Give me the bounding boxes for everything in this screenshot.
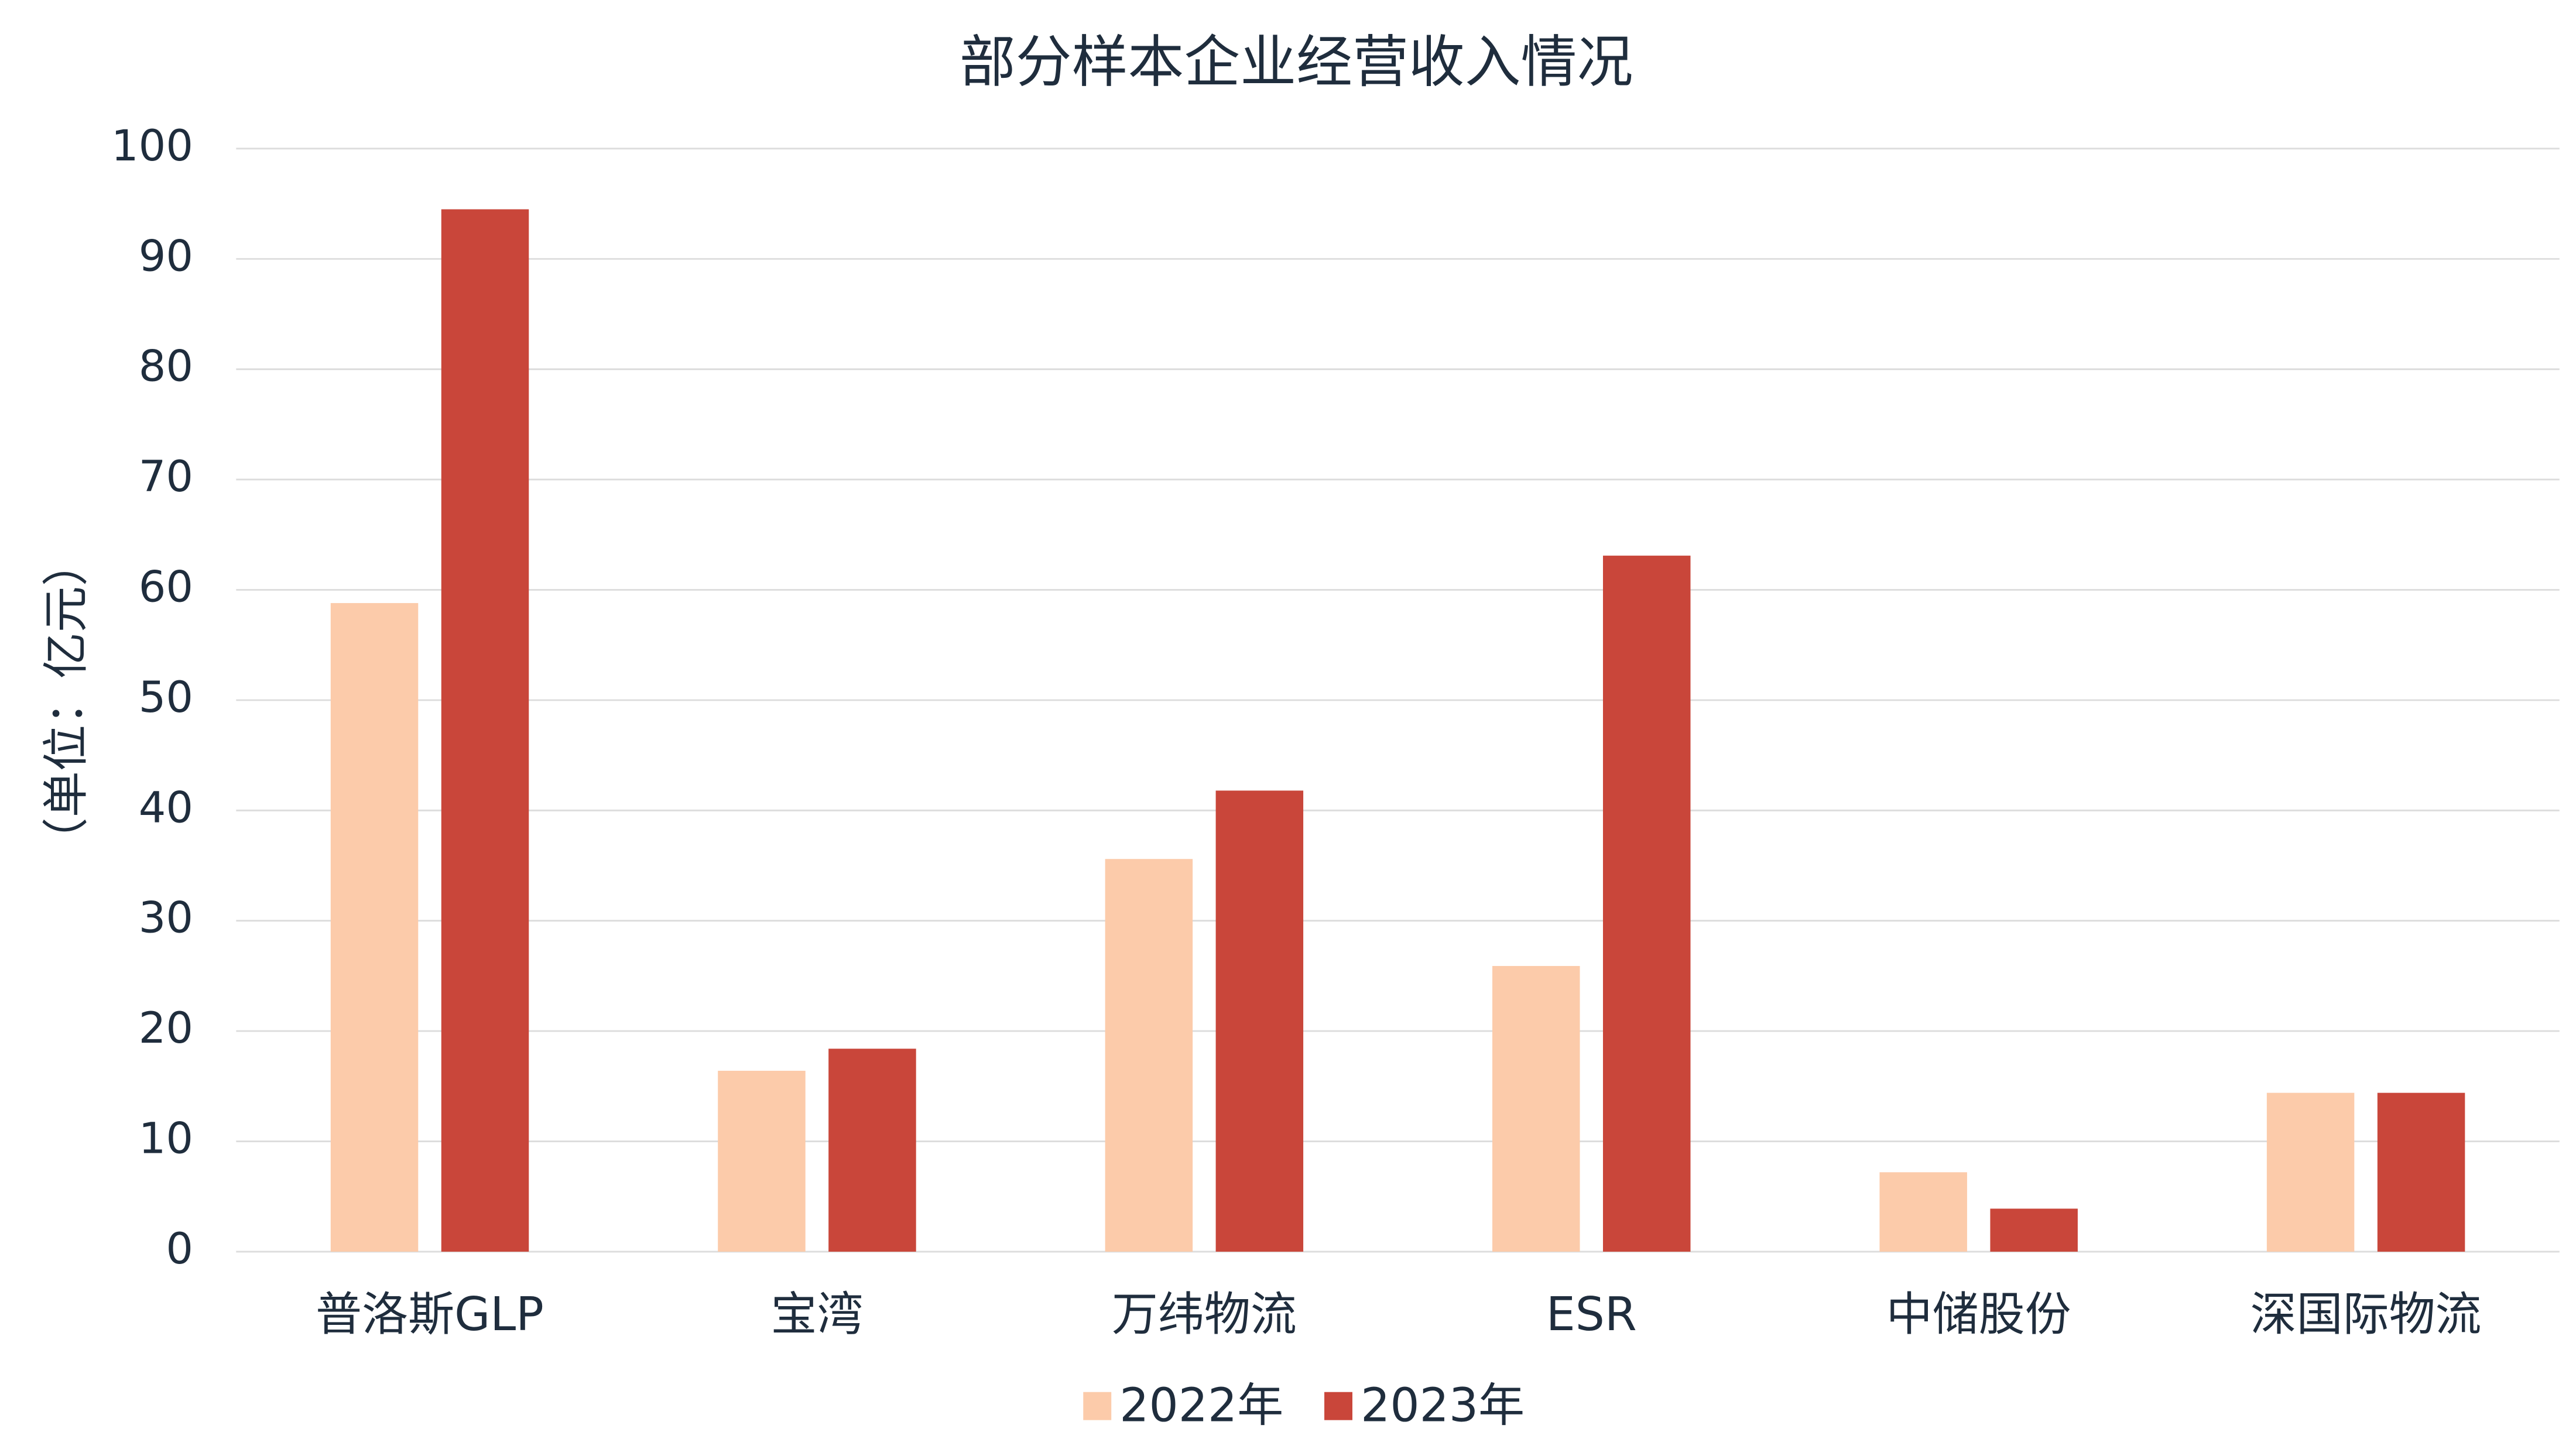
bar bbox=[1492, 965, 1580, 1252]
bar bbox=[2266, 1092, 2355, 1252]
y-axis-label: （单位：亿元） bbox=[39, 540, 93, 864]
y-tick-label: 50 bbox=[139, 673, 193, 722]
bar bbox=[828, 1049, 916, 1252]
y-tick-label: 30 bbox=[139, 893, 193, 943]
y-tick-label: 20 bbox=[139, 1003, 193, 1053]
bar bbox=[718, 1070, 806, 1252]
y-tick-label: 70 bbox=[139, 452, 193, 502]
x-tick-label: 普洛斯GLP bbox=[316, 1287, 544, 1341]
x-tick-label: 万纬物流 bbox=[1112, 1287, 1297, 1341]
x-tick-label: 深国际物流 bbox=[2250, 1287, 2482, 1341]
bar bbox=[1603, 556, 1691, 1252]
y-tick-label: 80 bbox=[139, 342, 193, 392]
legend-label: 2022年 bbox=[1119, 1378, 1283, 1432]
y-tick-label: 100 bbox=[111, 121, 193, 171]
chart-title: 部分样本企业经营收入情况 bbox=[960, 29, 1633, 95]
bar bbox=[330, 603, 419, 1252]
bar bbox=[1215, 790, 1304, 1252]
y-tick-label: 10 bbox=[139, 1114, 193, 1164]
bar bbox=[1879, 1172, 1967, 1252]
legend-label: 2023年 bbox=[1361, 1378, 1525, 1432]
legend-swatch bbox=[1083, 1392, 1112, 1420]
bar bbox=[441, 209, 529, 1252]
bar bbox=[1105, 859, 1193, 1252]
x-tick-label: 中储股份 bbox=[1886, 1287, 2071, 1341]
bar bbox=[1990, 1208, 2078, 1252]
y-tick-label: 60 bbox=[139, 563, 193, 612]
bar bbox=[2377, 1092, 2465, 1252]
x-tick-label: ESR bbox=[1546, 1287, 1637, 1341]
legend-swatch bbox=[1324, 1392, 1352, 1420]
x-tick-label: 宝湾 bbox=[770, 1287, 863, 1341]
y-tick-label: 0 bbox=[166, 1224, 193, 1274]
y-tick-label: 40 bbox=[139, 783, 193, 833]
y-tick-label: 90 bbox=[139, 231, 193, 281]
